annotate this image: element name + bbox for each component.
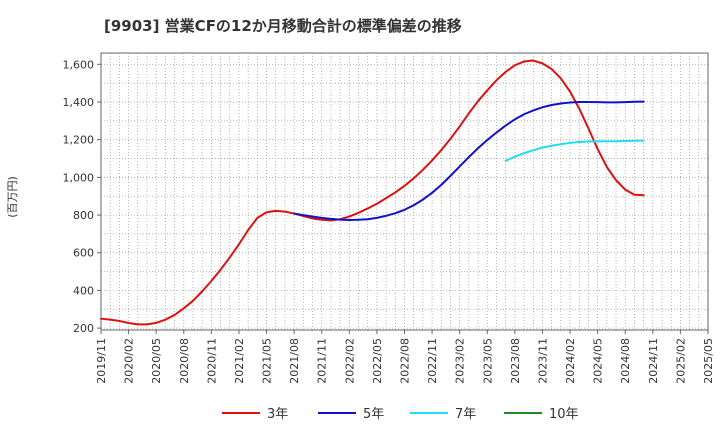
plot-area: 200 400 600 800 1,000 1,200 1,400 1,600 2019/11 2… <box>63 52 715 384</box>
x-tick-label: 2021/05 <box>261 338 274 384</box>
series-line-7年 <box>504 139 645 162</box>
x-tick-label: 2020/02 <box>123 338 136 384</box>
x-tick-label: 2024/08 <box>619 338 632 384</box>
y-tick-label: 1,600 <box>63 58 95 71</box>
legend: 3年 5年 7年 10年 <box>222 407 579 422</box>
series-line-5年 <box>293 100 645 221</box>
x-tick-label: 2021/02 <box>233 338 246 384</box>
x-tick-label: 2020/05 <box>150 338 163 384</box>
y-tick-label: 1,400 <box>63 96 95 109</box>
x-tick-label: 2022/11 <box>426 338 439 384</box>
y-tick-label: 200 <box>73 322 94 335</box>
x-tick-label: 2022/05 <box>371 338 384 384</box>
x-tick-label: 2023/08 <box>509 338 522 384</box>
x-tick-label: 2021/11 <box>316 338 329 384</box>
x-tick-label: 2023/11 <box>536 338 549 384</box>
y-tick-label: 1,000 <box>63 171 95 184</box>
legend-label: 10年 <box>549 407 579 422</box>
x-tick-label: 2025/05 <box>702 338 715 384</box>
x-tick-label: 2025/02 <box>674 338 687 384</box>
y-tick-label: 400 <box>73 284 94 297</box>
x-tick-label: 2019/11 <box>95 338 108 384</box>
y-tick-label: 600 <box>73 247 94 260</box>
x-tick-label: 2024/05 <box>592 338 605 384</box>
legend-label: 5年 <box>363 407 384 422</box>
x-tick-label: 2024/11 <box>647 338 660 384</box>
chart-title: [9903] 営業CFの12か月移動合計の標準偏差の推移 <box>104 17 462 35</box>
legend-label: 3年 <box>267 407 288 422</box>
series-line-3年 <box>100 59 645 326</box>
legend-label: 7年 <box>455 407 476 422</box>
x-tick-label: 2022/08 <box>399 338 412 384</box>
x-tick-label: 2021/08 <box>288 338 301 384</box>
y-tick-label: 1,200 <box>63 134 95 147</box>
y-tick-label: 800 <box>73 209 94 222</box>
x-tick-label: 2023/02 <box>454 338 467 384</box>
y-axis-label: (百万円) <box>6 176 19 218</box>
x-tick-label: 2023/05 <box>481 338 494 384</box>
x-tick-label: 2020/11 <box>205 338 218 384</box>
x-tick-label: 2022/02 <box>343 338 356 384</box>
x-tick-label: 2024/02 <box>564 338 577 384</box>
x-tick-label: 2020/08 <box>178 338 191 384</box>
